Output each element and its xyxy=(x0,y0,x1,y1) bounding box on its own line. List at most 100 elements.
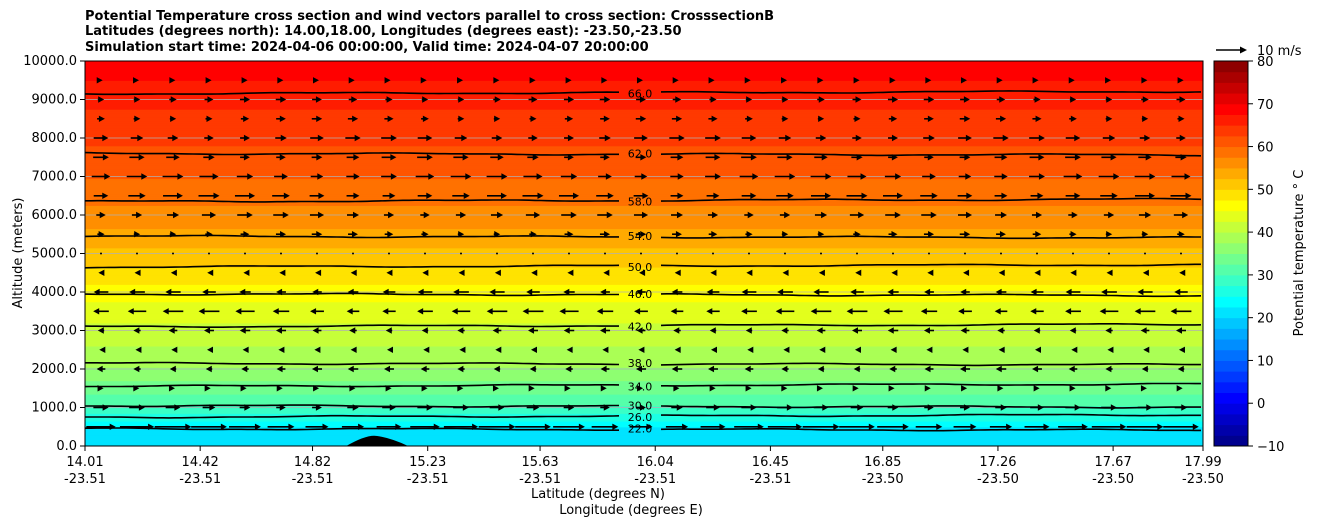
wind-vector xyxy=(133,115,141,122)
terrain-shape xyxy=(346,435,409,446)
x-tick-label-lat: 17.26 xyxy=(979,455,1016,470)
wind-vector xyxy=(1000,252,1002,255)
field-band xyxy=(85,112,1203,116)
wind-vector xyxy=(310,308,324,315)
wind-vector xyxy=(600,154,610,161)
field-band xyxy=(85,105,1203,108)
wind-vector xyxy=(817,365,825,373)
colorbar-segment xyxy=(1214,200,1248,212)
wind-vector xyxy=(163,192,183,199)
wind-vector xyxy=(741,154,757,161)
contour-label: 58.0 xyxy=(628,196,653,209)
wind-vector xyxy=(781,115,789,122)
wind-vector xyxy=(97,231,105,238)
wind-vector xyxy=(670,192,684,199)
colorbar-segment xyxy=(1214,424,1248,436)
wind-vector xyxy=(739,173,759,180)
field-band xyxy=(85,278,1203,282)
wind-vector xyxy=(928,252,930,255)
wind-vector xyxy=(1177,77,1184,84)
wind-vector xyxy=(563,404,575,411)
colorbar-segment xyxy=(1214,381,1248,394)
wind-vector xyxy=(781,96,789,103)
wind-vector xyxy=(1069,385,1076,392)
wind-vector xyxy=(240,154,250,161)
wind-vector xyxy=(744,365,754,373)
wind-vector xyxy=(420,211,430,219)
field-band xyxy=(85,261,1203,264)
field-band xyxy=(85,145,1203,149)
wind-vector xyxy=(960,288,970,296)
axes: 0.0 1000.0 2000.0 3000.0 4000.0 5000.0 6000.0 7… xyxy=(11,54,1224,518)
field-band xyxy=(85,238,1203,241)
wind-vector xyxy=(528,385,535,392)
wind-vector xyxy=(422,269,429,276)
wind-vector xyxy=(994,173,1008,180)
wind-vector xyxy=(707,211,719,219)
field-band xyxy=(85,201,1203,205)
wind-vector xyxy=(388,252,390,255)
wind-vector xyxy=(494,269,501,276)
wind-vector xyxy=(453,404,469,411)
colorbar-segment xyxy=(1214,178,1248,190)
contour-label: 66.0 xyxy=(628,88,653,101)
wind-vector xyxy=(236,173,254,180)
wind-vector xyxy=(672,231,682,238)
x-tick-label-lon: -23.51 xyxy=(179,472,221,487)
wind-vector xyxy=(781,77,788,84)
colorbar-segment xyxy=(1214,317,1248,329)
wind-vector xyxy=(154,423,192,430)
field-band xyxy=(85,380,1203,384)
colorbar-segment xyxy=(1214,146,1248,158)
contour-line xyxy=(85,404,619,408)
wind-vector xyxy=(602,346,609,353)
wind-vector xyxy=(1100,192,1118,199)
wind-vector xyxy=(852,96,862,103)
x-tick-label-lon: -23.51 xyxy=(634,472,676,487)
wind-vector xyxy=(1033,385,1040,392)
wind-vector xyxy=(417,134,433,142)
wind-vector xyxy=(347,404,359,411)
field-band xyxy=(85,103,1203,106)
quiver-key-label: 10 m/s xyxy=(1257,44,1302,59)
colorbar-segment xyxy=(1214,274,1248,287)
field-band xyxy=(85,259,1203,262)
colorbar: −10 0 10 20 30 40 50 60 70 80 Potential temperatur… xyxy=(1213,55,1307,455)
wind-vector xyxy=(634,308,648,315)
wind-vector xyxy=(600,404,610,411)
wind-vector xyxy=(745,96,753,103)
field-band xyxy=(85,268,1203,272)
field-band xyxy=(85,151,1203,154)
wind-vector xyxy=(781,385,788,392)
x-tick-label-lat: 17.99 xyxy=(1184,455,1221,470)
wind-vector xyxy=(165,404,181,411)
wind-vector xyxy=(1139,134,1151,142)
wind-vector xyxy=(383,211,395,219)
wind-vector xyxy=(1173,211,1189,219)
wind-vector xyxy=(345,134,361,142)
wind-vector xyxy=(710,269,717,276)
wind-vector xyxy=(711,346,718,353)
x-tick-label-lon: -23.51 xyxy=(292,472,334,487)
colorbar-segment xyxy=(1214,339,1248,351)
wind-vector xyxy=(119,423,155,430)
wind-vector xyxy=(385,385,392,392)
wind-vector xyxy=(316,252,318,255)
wind-vector xyxy=(565,365,573,373)
field-band xyxy=(85,444,1203,446)
wind-vector xyxy=(314,346,321,353)
wind-vector xyxy=(348,77,355,84)
wind-vector xyxy=(591,423,619,430)
field-band xyxy=(85,224,1203,228)
wind-vector xyxy=(136,252,138,255)
wind-vector xyxy=(674,346,681,353)
wind-vector xyxy=(996,96,1006,103)
field-band xyxy=(85,365,1203,368)
field-band xyxy=(85,189,1203,193)
field-band xyxy=(85,284,1203,287)
wind-vector xyxy=(452,192,470,199)
wind-vector xyxy=(915,423,943,430)
wind-vector xyxy=(531,269,538,276)
wind-vector xyxy=(1035,346,1042,353)
